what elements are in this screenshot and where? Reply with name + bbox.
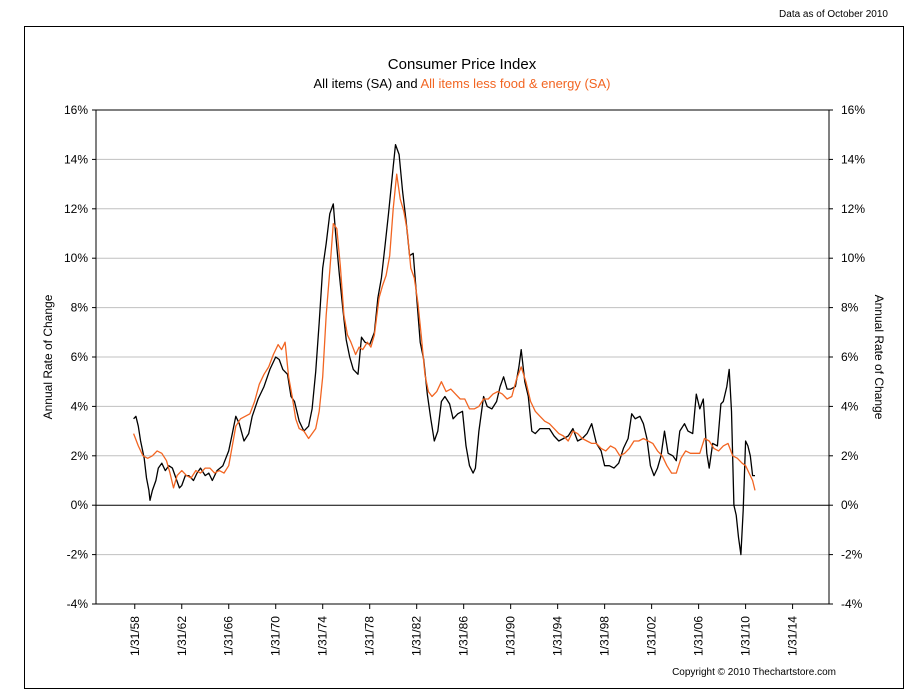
y-tick-label-left: 4% xyxy=(71,399,89,413)
y-tick-label-left: 14% xyxy=(64,152,88,166)
y-tick-label-right: 10% xyxy=(841,251,865,265)
y-tick-label-right: 12% xyxy=(841,202,865,216)
x-tick-label: 1/31/58 xyxy=(128,616,142,656)
y-tick-label-right: 14% xyxy=(841,152,865,166)
x-tick-label: 1/31/98 xyxy=(598,616,612,656)
x-tick-label: 1/31/02 xyxy=(645,616,659,656)
axes: -4% -4% -2% -2% 0% 0% 2% 2% 4% 4% 6% 6% 8% 8% 10% 10% 12… xyxy=(64,103,865,656)
x-tick-label: 1/31/82 xyxy=(410,616,424,656)
series-lines xyxy=(132,143,756,556)
x-tick-label: 1/31/14 xyxy=(786,616,800,656)
y-axis-label-right: Annual Rate of Change xyxy=(872,295,886,420)
x-tick-label: 1/31/70 xyxy=(269,616,283,656)
y-tick-label-left: -2% xyxy=(67,548,89,562)
x-tick-label: 1/31/66 xyxy=(222,616,236,656)
x-tick-label: 1/31/10 xyxy=(739,616,753,656)
y-tick-label-left: 8% xyxy=(71,301,89,315)
y-tick-label-left: 12% xyxy=(64,202,88,216)
y-tick-label-left: 6% xyxy=(71,350,89,364)
y-tick-label-left: 0% xyxy=(71,498,89,512)
x-tick-label: 1/31/78 xyxy=(363,616,377,656)
y-tick-label-left: 16% xyxy=(64,103,88,117)
chart-subtitle: All items (SA) and All items less food &… xyxy=(314,76,611,91)
y-tick-label-right: -2% xyxy=(841,548,863,562)
series-all-items-line xyxy=(133,143,755,556)
y-tick-label-left: 10% xyxy=(64,251,88,265)
y-tick-label-right: 6% xyxy=(841,350,859,364)
series-core-line xyxy=(132,173,756,491)
y-tick-label-right: 16% xyxy=(841,103,865,117)
x-tick-label: 1/31/62 xyxy=(175,616,189,656)
subtitle-all-items: All items (SA) and xyxy=(314,76,421,91)
y-tick-label-right: -4% xyxy=(841,597,863,611)
y-tick-label-right: 0% xyxy=(841,498,859,512)
subtitle-core: All items less food & energy (SA) xyxy=(420,76,610,91)
chart-title: Consumer Price Index xyxy=(388,56,537,73)
y-tick-label-right: 2% xyxy=(841,449,859,463)
y-axis-label-left: Annual Rate of Change xyxy=(41,294,55,419)
y-tick-label-right: 4% xyxy=(841,399,859,413)
y-tick-label-left: 2% xyxy=(71,449,89,463)
copyright-note: Copyright © 2010 Thechartstore.com xyxy=(672,667,836,678)
chart-frame xyxy=(24,26,904,689)
grid-lines xyxy=(96,110,829,604)
y-tick-label-right: 8% xyxy=(841,301,859,315)
plot-border xyxy=(95,109,830,605)
data-as-of-note: Data as of October 2010 xyxy=(779,9,888,20)
x-tick-label: 1/31/94 xyxy=(551,616,565,656)
x-tick-label: 1/31/90 xyxy=(504,616,518,656)
x-tick-label: 1/31/74 xyxy=(316,616,330,656)
y-tick-label-left: -4% xyxy=(67,597,89,611)
x-tick-label: 1/31/86 xyxy=(457,616,471,656)
x-tick-label: 1/31/06 xyxy=(692,616,706,656)
